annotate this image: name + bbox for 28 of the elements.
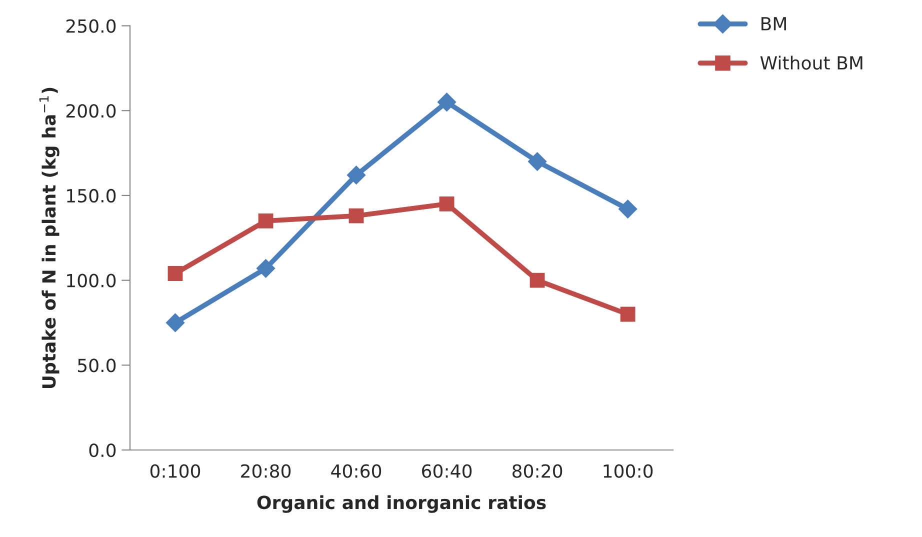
x-tick-label: 40:60 — [331, 464, 382, 478]
x-tick-label: 100:0 — [604, 464, 653, 478]
point — [256, 259, 276, 278]
x-tick-label: 80:20 — [512, 464, 562, 478]
y-tick-label: 150.0 — [67, 188, 116, 203]
x-tick-label: 60:40 — [422, 464, 472, 478]
legend-label: BM — [762, 17, 786, 30]
point — [348, 208, 364, 224]
point — [437, 92, 456, 112]
y-tick-label: 50.0 — [78, 358, 116, 372]
x-tick-label: 20:80 — [241, 464, 291, 478]
point — [439, 196, 454, 212]
x-tick-label: 0:100 — [150, 464, 200, 478]
y-axis-title: Uptake of N in plant (kg ha$^{−1}$) — [39, 88, 60, 388]
x-axis-title: Organic and inorganic ratios — [257, 495, 546, 513]
y-tick-label: 100.0 — [67, 274, 116, 288]
y-tick-label: 200.0 — [66, 104, 116, 118]
point — [346, 166, 366, 184]
y-tick-label: 0.0 — [89, 443, 116, 458]
point — [528, 152, 547, 171]
point — [620, 306, 636, 322]
y-tick-label: 250.0 — [66, 19, 116, 33]
point — [618, 200, 638, 218]
point — [258, 213, 274, 228]
legend-label: Without BM — [760, 56, 862, 70]
point — [530, 272, 545, 288]
point — [168, 266, 183, 281]
point — [166, 313, 185, 332]
